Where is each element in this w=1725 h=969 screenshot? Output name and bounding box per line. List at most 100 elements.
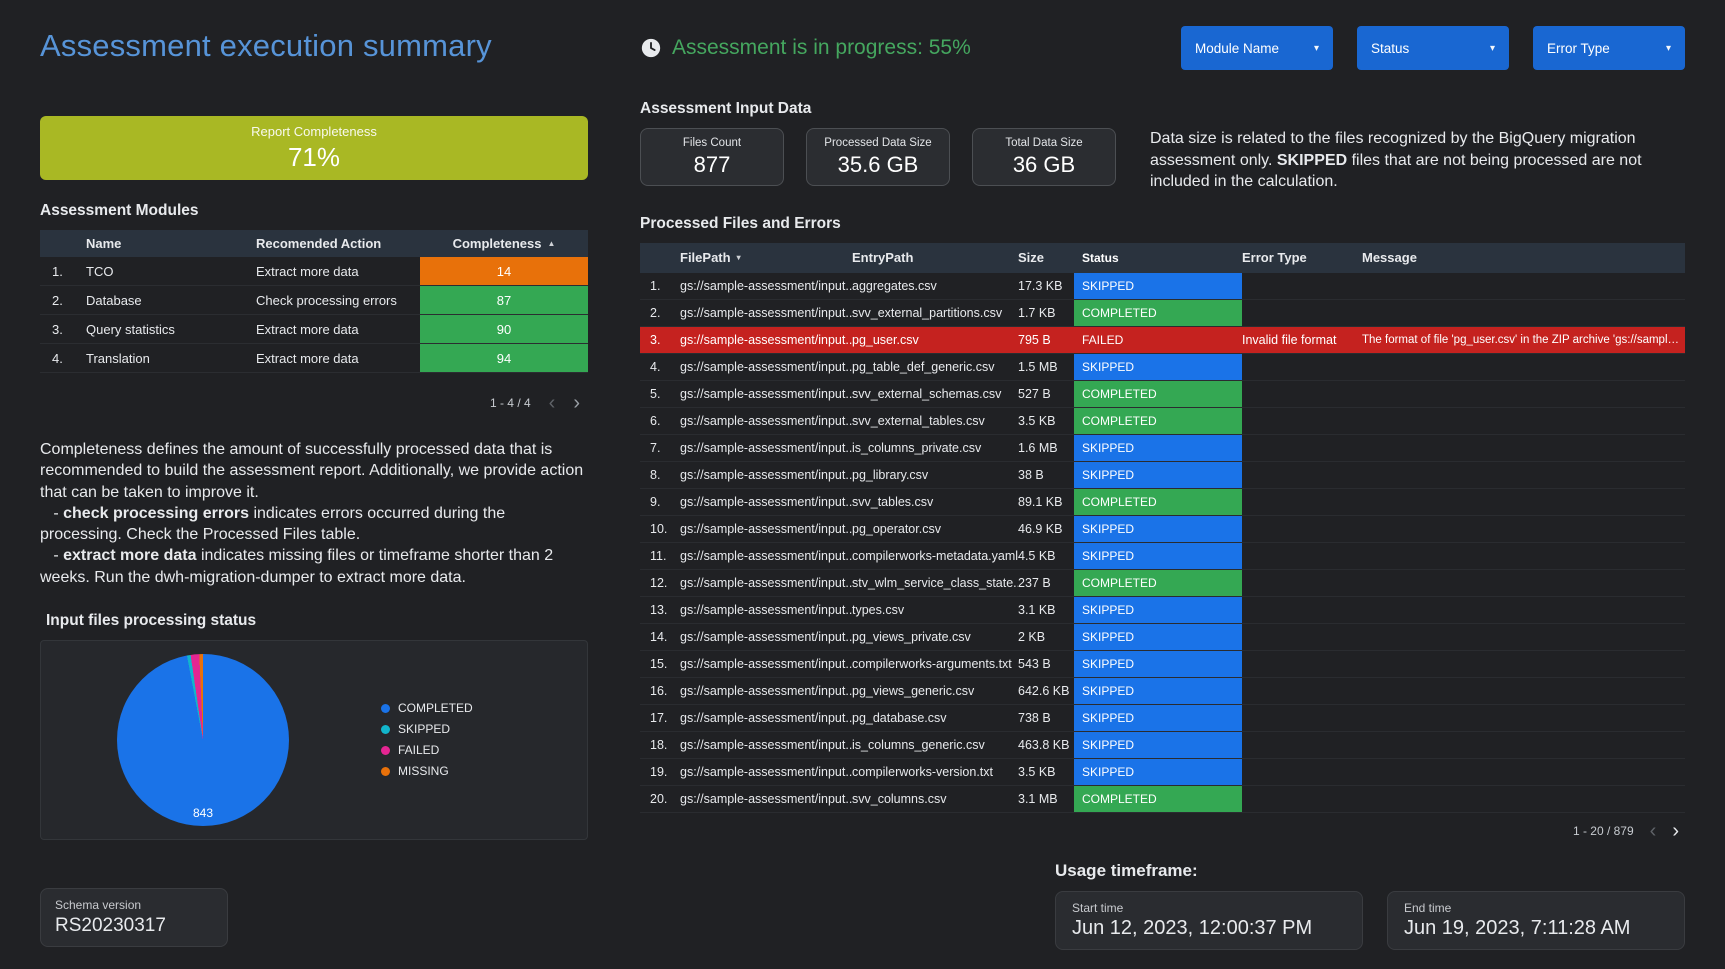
filepath-cell: gs://sample-assessment/input...	[680, 278, 852, 293]
message-cell: The format of file 'pg_user.csv' in the …	[1362, 333, 1685, 346]
entrypath-cell: pg_user.csv	[852, 332, 919, 347]
status-badge: SKIPPED	[1074, 758, 1242, 785]
status-badge: COMPLETED	[1074, 407, 1242, 434]
table-row: 1. gs://sample-assessment/input... aggre…	[640, 272, 1685, 300]
legend-dot-icon	[381, 745, 390, 755]
error-type-cell	[1242, 462, 1362, 488]
message-cell	[1362, 597, 1685, 623]
legend-item[interactable]: COMPLETED	[381, 701, 473, 715]
metric-value: 35.6 GB	[837, 151, 919, 177]
table-row: 16. gs://sample-assessment/input... pg_v…	[640, 677, 1685, 705]
entrypath-cell: aggregates.csv	[852, 278, 937, 293]
entrypath-cell: compilerworks-version.txt	[852, 764, 994, 779]
filepath-cell: gs://sample-assessment/input...	[680, 359, 852, 374]
row-index: 17.	[650, 710, 668, 725]
size-cell: 3.1 MB	[1018, 791, 1058, 806]
filepath-cell: gs://sample-assessment/input...	[680, 467, 852, 482]
status-badge: COMPLETED	[1074, 299, 1242, 326]
filepath-cell: gs://sample-assessment/input...	[680, 737, 852, 752]
filepath-cell: gs://sample-assessment/input...	[680, 386, 852, 401]
filter-dropdown[interactable]: Status ▾	[1357, 26, 1509, 70]
size-cell: 4.5 KB	[1018, 548, 1056, 563]
filepath-cell: gs://sample-assessment/input...	[680, 791, 852, 806]
usage-cards: Start time Jun 12, 2023, 12:00:37 PM End…	[1055, 890, 1685, 950]
modules-table: Name Recomended Action Completeness ▲ 1.…	[40, 230, 588, 421]
entrypath-cell: pg_operator.csv	[852, 521, 941, 536]
prev-page-icon[interactable]: ‹	[1649, 819, 1657, 842]
module-name-cell: Translation	[86, 350, 150, 366]
prev-page-icon[interactable]: ‹	[548, 392, 556, 414]
filepath-cell: gs://sample-assessment/input...	[680, 710, 852, 725]
filter-label: Module Name	[1195, 40, 1280, 56]
status-badge: SKIPPED	[1074, 623, 1242, 650]
note-segment: indicates missing files or timeframe sho…	[40, 547, 558, 586]
message-cell	[1362, 759, 1685, 785]
metric-label: Files Count	[682, 136, 742, 149]
table-row: 11. gs://sample-assessment/input... comp…	[640, 542, 1685, 570]
legend-label: MISSING	[398, 764, 449, 779]
module-completeness-cell: 94	[420, 344, 588, 372]
pagination-range: 1 - 4 / 4	[489, 396, 531, 410]
legend-label: FAILED	[398, 743, 440, 758]
row-index: 3.	[650, 332, 661, 347]
note-segment: files that are not being processed are n…	[1150, 151, 1646, 191]
metric-label: Total Data Size	[1005, 136, 1083, 149]
table-row: 20. gs://sample-assessment/input... svv_…	[640, 785, 1685, 813]
row-index: 2.	[650, 305, 661, 320]
legend-item[interactable]: MISSING	[381, 764, 473, 778]
progress-status: Assessment is in progress: 55%	[640, 36, 971, 60]
entrypath-cell: compilerworks-arguments.txt	[852, 656, 1012, 671]
filter-label: Status	[1371, 40, 1410, 56]
modules-col-completeness[interactable]: Completeness ▲	[420, 236, 588, 251]
table-row: 13. gs://sample-assessment/input... type…	[640, 596, 1685, 624]
module-completeness-cell: 14	[420, 257, 588, 285]
filter-dropdown[interactable]: Module Name ▾	[1181, 26, 1333, 70]
table-row: 2. Database Check processing errors 87	[40, 286, 588, 315]
table-row: 3. Query statistics Extract more data 90	[40, 315, 588, 344]
next-page-icon[interactable]: ›	[573, 392, 580, 414]
files-col-errortype[interactable]: Error Type	[1242, 250, 1307, 266]
data-size-note: Data size is related to the files recogn…	[1150, 128, 1685, 193]
size-cell: 527 B	[1018, 386, 1051, 401]
filter-dropdown[interactable]: Error Type ▾	[1533, 26, 1685, 70]
table-row: 7. gs://sample-assessment/input... is_co…	[640, 434, 1685, 462]
files-col-size[interactable]: Size	[1018, 250, 1045, 266]
entrypath-cell: svv_external_schemas.csv	[852, 386, 1002, 401]
files-heading: Processed Files and Errors	[640, 214, 841, 232]
table-row: 10. gs://sample-assessment/input... pg_o…	[640, 515, 1685, 543]
entrypath-cell: stv_wlm_service_class_state....	[852, 575, 1018, 590]
legend-item[interactable]: SKIPPED	[381, 722, 473, 736]
next-page-icon[interactable]: ›	[1672, 819, 1679, 842]
pie-chart[interactable]	[117, 653, 289, 826]
row-index: 20.	[650, 791, 668, 806]
table-row: 6. gs://sample-assessment/input... svv_e…	[640, 407, 1685, 435]
files-col-entrypath[interactable]: EntryPath	[852, 250, 914, 266]
row-index: 19.	[650, 764, 668, 779]
row-index: 6.	[650, 413, 661, 428]
modules-col-name[interactable]: Name	[86, 236, 122, 251]
row-index: 7.	[650, 440, 661, 455]
message-cell	[1362, 705, 1685, 731]
table-row: 12. gs://sample-assessment/input... stv_…	[640, 569, 1685, 597]
row-index: 13.	[650, 602, 668, 617]
status-badge: SKIPPED	[1074, 596, 1242, 623]
legend-item[interactable]: FAILED	[381, 743, 473, 757]
filepath-cell: gs://sample-assessment/input...	[680, 332, 852, 347]
files-col-filepath-label: FilePath	[680, 250, 731, 266]
error-type-cell	[1242, 570, 1362, 596]
status-badge: COMPLETED	[1074, 569, 1242, 596]
row-index: 14.	[650, 629, 668, 644]
files-col-status[interactable]: Status	[1082, 250, 1119, 265]
files-table-header: FilePath ▾ EntryPath Size Status Error T…	[640, 242, 1685, 273]
usage-heading: Usage timeframe:	[1055, 860, 1198, 880]
chevron-down-icon: ▾	[1313, 42, 1319, 54]
status-badge: SKIPPED	[1074, 731, 1242, 758]
files-col-message[interactable]: Message	[1362, 250, 1417, 266]
files-table-body: 1. gs://sample-assessment/input... aggre…	[640, 272, 1685, 813]
module-action-cell: Extract more data	[256, 263, 359, 279]
entrypath-cell: pg_views_generic.csv	[852, 683, 975, 698]
status-badge: SKIPPED	[1074, 542, 1242, 569]
files-col-filepath[interactable]: FilePath ▾	[680, 250, 852, 265]
error-type-cell	[1242, 678, 1362, 704]
modules-col-action[interactable]: Recomended Action	[256, 236, 382, 251]
